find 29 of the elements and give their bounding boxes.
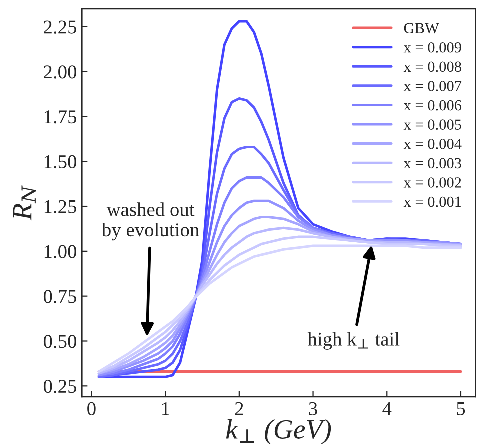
legend-label: x = 0.006: [404, 100, 462, 111]
annotation: washed out by evolution: [102, 202, 200, 241]
y-tick-label: 1.00: [44, 245, 77, 258]
legend-label: x = 0.005: [404, 120, 462, 130]
y-axis-title: R$_{N}$: [13, 186, 36, 221]
legend-label: x = 0.001: [404, 196, 462, 208]
y-tick-label: 2.00: [44, 66, 77, 79]
x-tick-label: 2: [235, 402, 244, 416]
y-tick-label: 2.25: [44, 20, 76, 34]
x-tick-label: 4: [382, 402, 392, 416]
x-tick-label: 3: [309, 402, 318, 416]
legend-label: x = 0.003: [404, 158, 462, 169]
legend-label: x = 0.007: [404, 81, 462, 92]
y-tick-label: 1.75: [44, 110, 76, 124]
legend-label: x = 0.009: [404, 42, 462, 53]
y-tick-label: 1.50: [44, 155, 77, 169]
y-tick-label: 0.25: [44, 380, 76, 394]
x-tick-label: 5: [457, 402, 466, 416]
legend-label: x = 0.002: [404, 178, 462, 188]
legend-label: x = 0.004: [404, 138, 462, 150]
x-tick-label: 0: [88, 402, 96, 416]
legend-label: GBW: [404, 23, 440, 34]
y-tick-label: 1.25: [44, 200, 76, 214]
y-tick-label: 0.50: [44, 335, 77, 348]
legend-label: x = 0.008: [404, 62, 462, 72]
x-tick-label: 1: [162, 402, 170, 416]
y-tick-label: 0.75: [44, 290, 76, 304]
x-axis-title: k$_{⊥}$ (GeV): [226, 419, 332, 445]
annotation: high k$_{⊥}$ tail: [308, 332, 400, 350]
